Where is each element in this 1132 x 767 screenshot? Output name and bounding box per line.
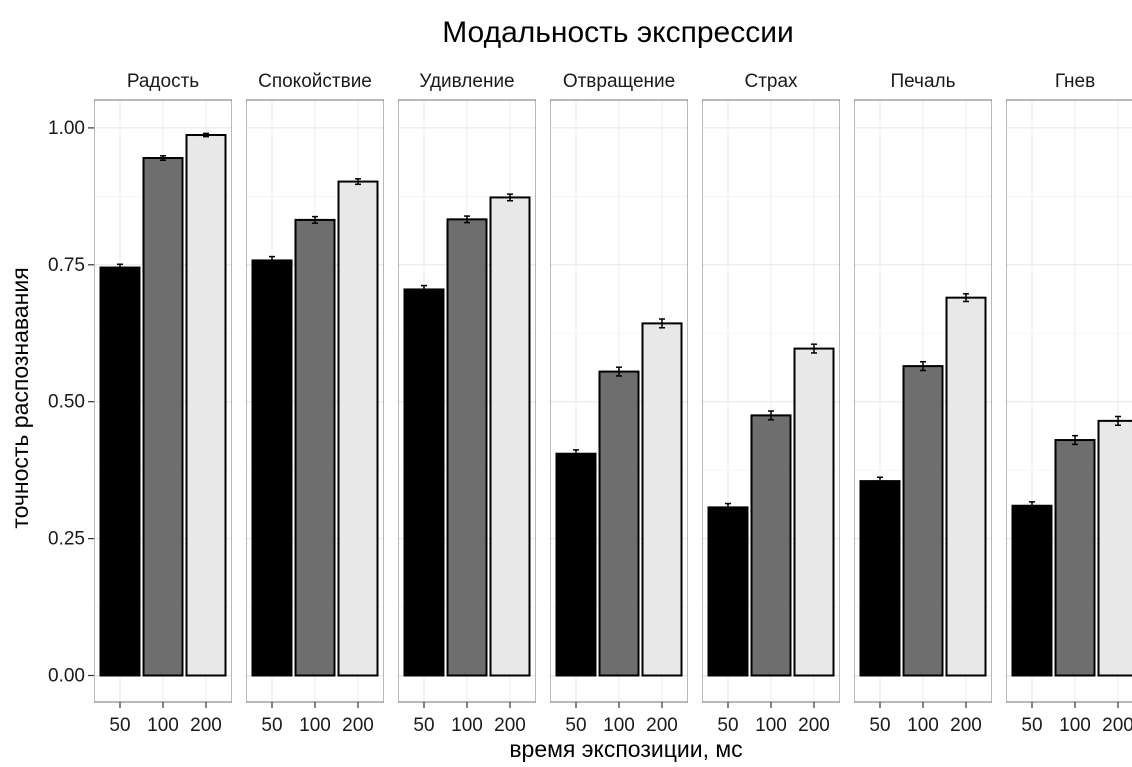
y-tick-label: 1.00 (48, 118, 85, 139)
x-tick-label: 100 (299, 715, 331, 736)
bar (945, 296, 987, 677)
bar (446, 218, 488, 677)
facet-panel: Удивление 50 100 200 (398, 62, 536, 736)
error-bar (920, 360, 926, 372)
error-bar (507, 193, 513, 202)
facet-panel: Печаль 50 100 200 (854, 62, 992, 736)
error-bar (203, 132, 209, 138)
bar (489, 196, 531, 677)
bar (555, 452, 597, 677)
chart-title: Модальность экспрессии (442, 16, 794, 49)
x-tick-label: 100 (907, 715, 939, 736)
x-tick-label: 50 (565, 715, 586, 736)
bar (598, 370, 640, 677)
error-bar (725, 502, 731, 512)
facet-strip (702, 62, 840, 98)
bar (793, 347, 835, 677)
facet-strip (854, 62, 992, 98)
facet-label: Отвращение (563, 71, 675, 92)
y-axis: 0.00 0.25 0.50 0.75 1.00 (48, 118, 94, 687)
x-tick-label: 50 (109, 715, 130, 736)
error-bar (573, 449, 579, 459)
error-bar (1029, 501, 1035, 511)
x-tick-label: 200 (1102, 715, 1132, 736)
facet-panel: Гнев 50 100 200 (1006, 62, 1132, 736)
y-tick-label: 0.50 (48, 392, 85, 413)
error-bar (160, 155, 166, 161)
bar (185, 134, 227, 677)
error-bar (768, 410, 774, 421)
facet-label: Гнев (1055, 71, 1095, 92)
bar (902, 365, 944, 677)
error-bar (659, 318, 665, 329)
facet-label: Спокойствие (258, 71, 372, 92)
bar (99, 266, 141, 677)
bar (859, 480, 901, 677)
y-tick-label: 0.25 (48, 529, 85, 550)
facet-label: Удивление (419, 71, 514, 92)
bar (1097, 419, 1132, 677)
error-bar (269, 255, 275, 266)
bar (403, 288, 445, 677)
x-tick-label: 50 (1021, 715, 1042, 736)
x-tick-label: 200 (798, 715, 830, 736)
x-axis-title: время экспозиции, мс (509, 736, 742, 762)
x-tick-label: 100 (603, 715, 635, 736)
bar (750, 414, 792, 677)
facet-strip (1006, 62, 1132, 98)
error-bar (963, 293, 969, 303)
x-tick-label: 100 (147, 715, 179, 736)
x-tick-label: 50 (261, 715, 282, 736)
error-bar (811, 343, 817, 354)
bar (142, 157, 184, 677)
error-bar (312, 215, 318, 224)
error-bar (877, 476, 883, 486)
x-tick-label: 50 (413, 715, 434, 736)
x-tick-label: 50 (869, 715, 890, 736)
facet-strip (398, 62, 536, 98)
error-bar (616, 366, 622, 377)
x-tick-label: 50 (717, 715, 738, 736)
error-bar (355, 178, 361, 186)
y-axis-title: точность распознавания (7, 267, 33, 528)
facet-label: Радость (127, 71, 199, 92)
x-tick-label: 100 (451, 715, 483, 736)
error-bar (1115, 415, 1121, 426)
facet-panel: Страх 50 100 200 (702, 62, 840, 736)
facet-label: Страх (744, 71, 798, 92)
bar (337, 180, 379, 677)
error-bar (421, 284, 427, 295)
facet-panel: Отвращение 50 100 200 (550, 62, 688, 736)
x-tick-label: 200 (190, 715, 222, 736)
y-tick-label: 0.75 (48, 255, 85, 276)
x-tick-label: 100 (755, 715, 787, 736)
facet-label: Печаль (890, 71, 955, 92)
y-tick-label: 0.00 (48, 666, 85, 687)
bar (294, 218, 336, 677)
facet-strip (94, 62, 232, 98)
bar (641, 322, 683, 677)
x-tick-label: 200 (494, 715, 526, 736)
x-tick-label: 200 (950, 715, 982, 736)
bar (1011, 504, 1053, 677)
error-bar (1072, 434, 1078, 446)
bar (707, 506, 749, 677)
error-bar (117, 263, 123, 272)
error-bar (464, 215, 470, 224)
facet-strip (550, 62, 688, 98)
x-tick-label: 200 (342, 715, 374, 736)
facet-strip (246, 62, 384, 98)
bar (1054, 439, 1096, 677)
facet-panel: Спокойствие 50 100 200 (246, 62, 384, 736)
x-tick-label: 200 (646, 715, 678, 736)
bar (251, 259, 293, 677)
facet-panel: Радость 50 100 200 (94, 62, 232, 736)
x-tick-label: 100 (1059, 715, 1091, 736)
